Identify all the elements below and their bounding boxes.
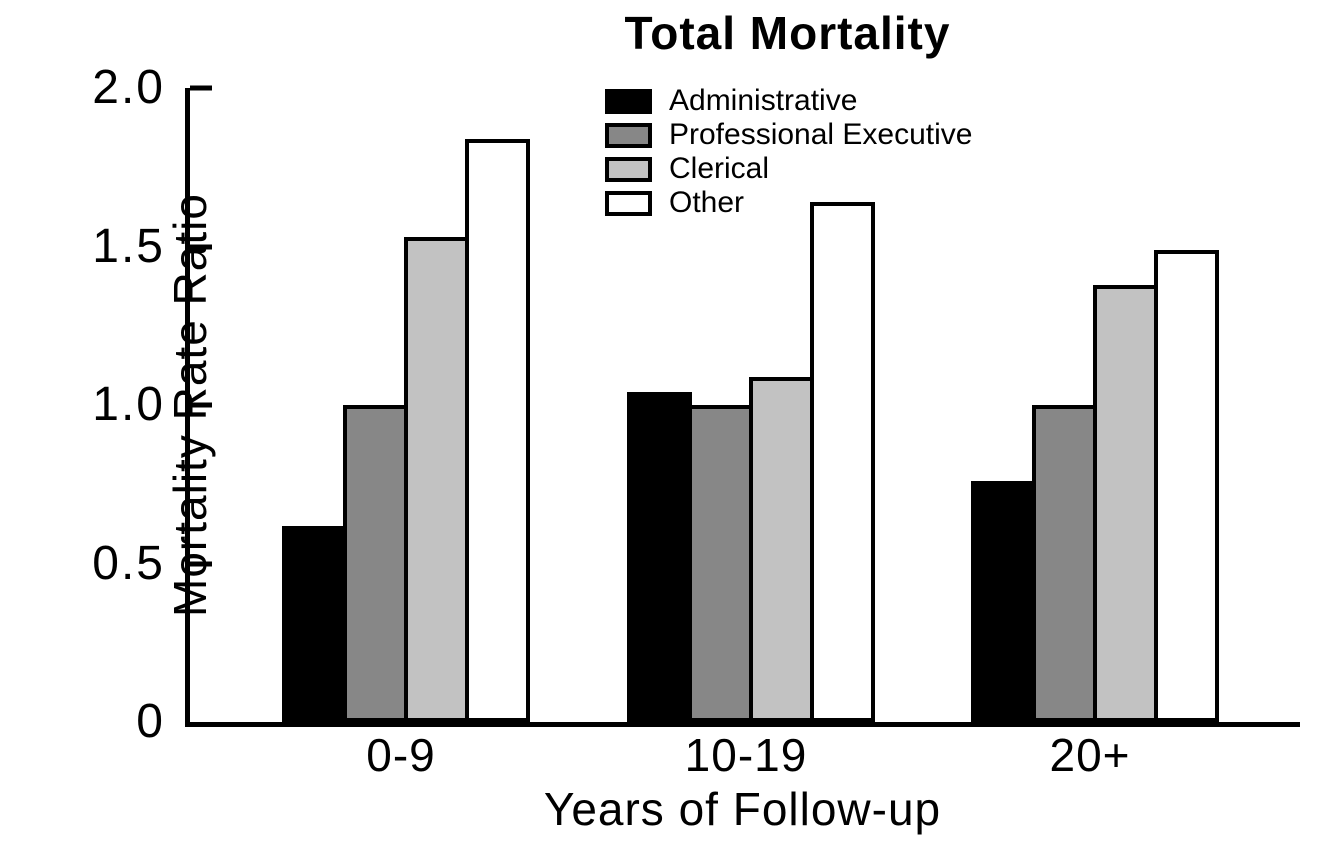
legend-swatch-other [605,190,652,216]
bar-clerical-20- [1093,284,1158,722]
bar-professional-executive-10-19 [688,405,753,722]
y-tick-0.5 [190,561,212,566]
y-tick-label-0: 0 [136,695,165,748]
bar-group-20- [971,249,1219,722]
legend-swatch-professional-executive [605,122,652,148]
y-tick-label-2.0: 2.0 [92,61,165,114]
legend-label-clerical: Clerical [669,152,770,185]
legend-label-professional-executive: Professional Executive [669,118,973,151]
x-tick-label-20-: 20+ [1049,729,1131,781]
x-tick-label-10-19: 10-19 [684,729,808,781]
bar-group-10-19 [627,202,875,722]
bar-administrative-0-9 [282,525,347,722]
y-tick-label-1.5: 1.5 [92,219,165,273]
chart-title: Total Mortality [624,7,951,59]
legend-row-other: Other [605,186,973,220]
legend-label-administrative: Administrative [669,84,858,117]
legend: Administrative Professional Executive Cler… [605,84,973,220]
x-tick-label-0-9: 0-9 [366,729,436,781]
legend-row-administrative: Administrative [605,84,973,118]
legend-row-professional-executive: Professional Executive [605,118,973,152]
bar-professional-executive-20- [1032,405,1097,722]
legend-swatch-administrative [605,88,652,114]
bar-clerical-0-9 [404,237,469,722]
y-tick-1.0 [190,402,212,408]
x-axis-title: Years of Follow-up [543,783,942,835]
legend-row-clerical: Clerical [605,152,973,186]
y-tick-label-1.0: 1.0 [92,378,165,431]
bar-professional-executive-0-9 [343,405,408,722]
y-tick-2.0 [190,85,212,91]
bar-group-0-9 [282,138,530,722]
plot-area [185,85,1300,727]
bar-other-20- [1154,249,1219,722]
legend-label-other: Other [669,186,745,219]
bar-administrative-10-19 [627,392,692,722]
bar-clerical-10-19 [749,376,814,722]
bar-administrative-20- [971,481,1036,722]
bar-other-0-9 [465,138,530,722]
legend-swatch-clerical [605,156,652,182]
y-tick-label-0.5: 0.5 [92,536,165,590]
bar-other-10-19 [810,202,875,722]
y-tick-1.5 [190,244,212,249]
